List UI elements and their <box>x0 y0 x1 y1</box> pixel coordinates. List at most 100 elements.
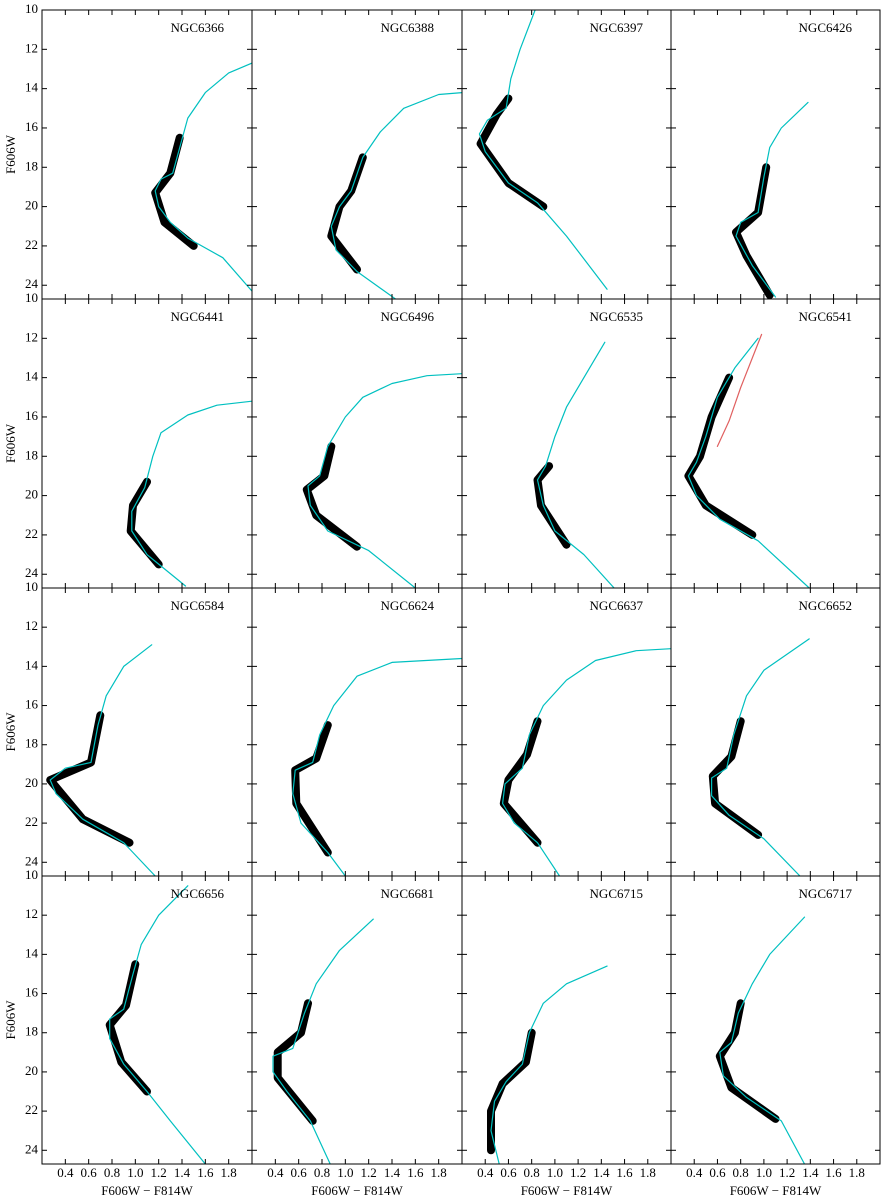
y-tick-label: 14 <box>25 80 39 95</box>
isochrone <box>109 885 206 1164</box>
x-tick-label: 1.8 <box>431 1165 447 1180</box>
panel: 0.4 0.6 0.8 1.0 1.2 1.4 1.6 1.8 NGC6681 F606W − F… <box>251 875 463 1198</box>
x-tick-label: 0.4 <box>477 1165 494 1180</box>
panel-title: NGC6366 <box>171 20 225 35</box>
member-sequence <box>684 373 757 539</box>
panel: 10 12 14 16 18 20 22 24 NGC6366 F606W <box>3 1 253 300</box>
plot-area <box>327 91 462 299</box>
y-tick-label: 12 <box>25 329 38 344</box>
panel: 0.4 0.6 0.8 1.0 1.2 1.4 1.6 1.8 NGC6715 F606W − F… <box>461 875 672 1198</box>
x-tick-label: 1.2 <box>570 1165 586 1180</box>
panel-title: NGC6541 <box>799 309 852 324</box>
isochrone <box>292 657 462 876</box>
panel: 10 12 14 16 18 20 22 24 NGC6584 F606W <box>3 579 253 877</box>
panel-title: NGC6656 <box>171 886 225 901</box>
plot-area <box>499 648 671 876</box>
plot-area <box>272 918 374 1164</box>
panel-title: NGC6624 <box>381 598 435 613</box>
x-tick-label: 0.6 <box>500 1165 517 1180</box>
y-tick-label: 24 <box>25 853 39 868</box>
y-tick-label: 16 <box>25 697 39 712</box>
panel-frame <box>251 9 463 300</box>
y-tick-label: 12 <box>25 618 38 633</box>
y-axis-label: F606W <box>3 423 18 463</box>
panel: NGC6496 <box>251 298 463 589</box>
y-tick-label: 18 <box>25 1024 38 1039</box>
y-tick-label: 10 <box>25 579 38 594</box>
x-tick-label: 1.2 <box>779 1165 795 1180</box>
y-tick-label: 22 <box>25 237 38 252</box>
panel: NGC6637 <box>461 587 672 877</box>
panel: NGC6624 <box>251 587 463 877</box>
x-tick-label: 1.0 <box>337 1165 353 1180</box>
panel-title: NGC6637 <box>590 598 644 613</box>
panel-title: NGC6681 <box>381 886 434 901</box>
plot-area <box>151 62 252 292</box>
plot-area <box>126 400 252 587</box>
x-tick-label: 0.8 <box>733 1165 749 1180</box>
member-sequence <box>302 442 361 551</box>
panel: NGC6535 <box>461 298 672 589</box>
panel: NGC6426 <box>670 9 881 300</box>
y-tick-label: 20 <box>25 198 38 213</box>
plot-area <box>105 885 206 1164</box>
member-sequence <box>708 717 763 839</box>
y-tick-label: 22 <box>25 1102 38 1117</box>
member-sequence <box>105 960 151 1096</box>
y-tick-label: 16 <box>25 119 39 134</box>
plot-area <box>302 373 462 588</box>
x-tick-label: 1.4 <box>384 1165 401 1180</box>
x-tick-label: 0.6 <box>709 1165 726 1180</box>
plot-area <box>533 341 615 588</box>
x-tick-label: 1.6 <box>407 1165 424 1180</box>
panel-title: NGC6441 <box>171 309 224 324</box>
plot-area <box>487 965 608 1164</box>
isochrone <box>502 648 671 876</box>
member-sequence <box>151 133 198 250</box>
y-tick-label: 24 <box>25 276 39 291</box>
y-tick-label: 18 <box>25 736 38 751</box>
y-tick-label: 14 <box>25 657 39 672</box>
x-axis-label: F606W − F814W <box>521 1183 613 1198</box>
x-tick-label: 1.6 <box>616 1165 633 1180</box>
x-tick-label: 1.4 <box>802 1165 819 1180</box>
y-tick-label: 20 <box>25 487 38 502</box>
x-tick-label: 1.8 <box>221 1165 237 1180</box>
panel-title: NGC6496 <box>381 309 435 324</box>
x-tick-label: 1.4 <box>593 1165 610 1180</box>
x-tick-label: 1.0 <box>756 1165 772 1180</box>
plot-area <box>715 916 806 1164</box>
x-axis-label: F606W − F814W <box>101 1183 193 1198</box>
panel: 0.4 0.6 0.8 1.0 1.2 1.4 1.6 1.8 NGC6717 F606W − F… <box>670 875 881 1198</box>
plot-area <box>684 333 810 588</box>
panel-frame <box>461 587 672 877</box>
isochrone <box>490 965 608 1164</box>
y-tick-label: 22 <box>25 526 38 541</box>
member-sequence <box>487 1028 536 1155</box>
panel-frame <box>670 875 881 1165</box>
isochrone <box>716 333 763 447</box>
x-tick-label: 0.4 <box>267 1165 284 1180</box>
panel: NGC6388 <box>251 9 463 300</box>
y-axis-label: F606W <box>3 712 18 752</box>
member-sequence <box>476 94 548 211</box>
y-tick-label: 16 <box>25 985 39 1000</box>
y-tick-label: 12 <box>25 40 38 55</box>
plot-area <box>708 638 810 876</box>
panel-title: NGC6717 <box>799 886 853 901</box>
plot-area <box>732 101 809 299</box>
plot-area <box>46 644 156 876</box>
member-sequence <box>732 163 774 299</box>
member-sequence <box>533 462 571 549</box>
y-tick-label: 14 <box>25 945 39 960</box>
y-tick-label: 24 <box>25 1141 39 1156</box>
isochrone <box>131 400 252 587</box>
y-tick-label: 20 <box>25 775 38 790</box>
panel-frame <box>670 9 881 300</box>
panel-title: NGC6426 <box>799 20 853 35</box>
y-tick-label: 10 <box>25 1 38 16</box>
isochrone <box>307 373 462 588</box>
x-tick-label: 1.8 <box>849 1165 865 1180</box>
isochrone <box>49 644 156 876</box>
